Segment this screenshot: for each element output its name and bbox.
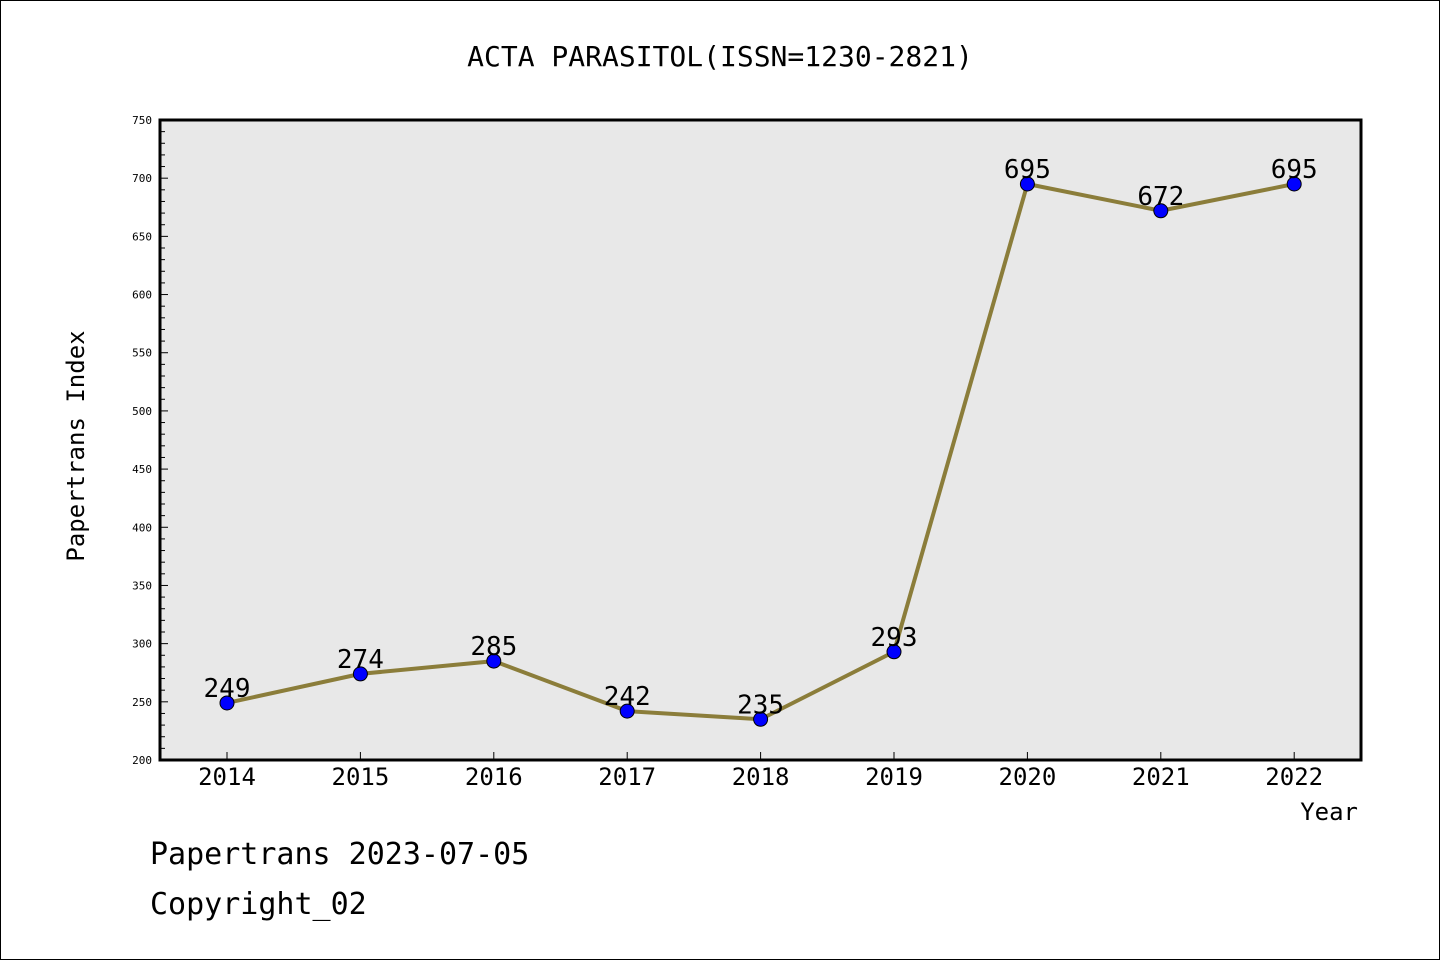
data-label: 249	[204, 674, 251, 704]
x-tick-label: 2019	[865, 763, 923, 791]
x-tick-label: 2015	[332, 763, 390, 791]
data-label: 285	[470, 632, 517, 662]
data-label: 672	[1137, 182, 1184, 212]
x-tick-label: 2014	[198, 763, 256, 791]
x-tick-label: 2022	[1265, 763, 1323, 791]
y-tick-label: 350	[132, 579, 152, 592]
data-point	[219, 695, 235, 711]
x-axis-label: Year	[1300, 798, 1358, 826]
footer-date: Papertrans 2023-07-05	[150, 837, 529, 872]
data-label: 242	[604, 682, 651, 712]
plot-area	[160, 120, 1361, 760]
plot-border	[158, 118, 1363, 762]
y-tick-label: 700	[132, 172, 152, 185]
x-tick-label: 2017	[598, 763, 656, 791]
data-label: 695	[1004, 155, 1051, 185]
y-tick-label: 600	[132, 289, 152, 302]
y-tick-label: 300	[132, 638, 152, 651]
x-tick-label: 2020	[999, 763, 1057, 791]
data-point	[486, 653, 502, 669]
data-label: 274	[337, 645, 384, 675]
y-tick-label: 450	[132, 463, 152, 476]
data-label: 695	[1271, 155, 1318, 185]
y-tick-label: 500	[132, 405, 152, 418]
data-point	[1019, 176, 1035, 192]
y-axis-label: Papertrans Index	[62, 330, 90, 561]
data-label: 235	[737, 690, 784, 720]
y-tick-label: 750	[132, 114, 152, 127]
y-tick-label: 400	[132, 521, 152, 534]
data-label: 293	[871, 623, 918, 653]
data-point	[352, 666, 368, 682]
data-point	[619, 703, 635, 719]
series-markers	[219, 176, 1302, 727]
y-tick-label: 200	[132, 754, 152, 767]
x-tick-label: 2016	[465, 763, 523, 791]
y-tick-label: 550	[132, 347, 152, 360]
y-tick-label: 250	[132, 696, 152, 709]
data-point	[1286, 176, 1302, 192]
x-tick-label: 2021	[1132, 763, 1190, 791]
footer-copyright: Copyright_02	[150, 887, 367, 922]
data-point	[753, 711, 769, 727]
data-labels: 249 274 285 242 235 293 695 672 695	[204, 155, 1318, 720]
data-point	[1153, 203, 1169, 219]
x-tick-label: 2018	[732, 763, 790, 791]
data-point	[886, 644, 902, 660]
y-tick-label: 650	[132, 230, 152, 243]
chart-title: ACTA PARASITOL(ISSN=1230-2821)	[467, 40, 973, 73]
x-axis: 2014 2015 2016 2017 2018 2019 2020 2021 2022	[198, 752, 1323, 791]
